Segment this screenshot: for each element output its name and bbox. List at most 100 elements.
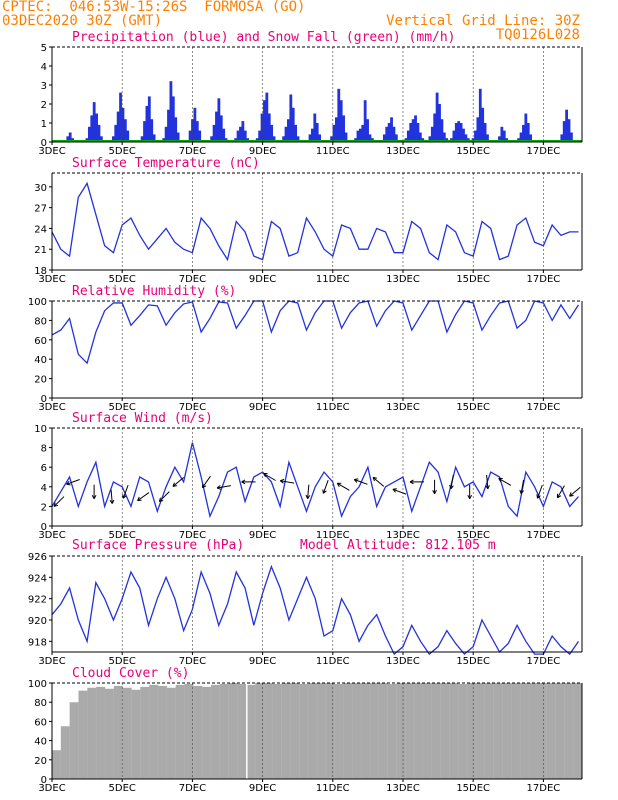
wind-arrow-head bbox=[536, 494, 538, 499]
wind-arrow-head bbox=[520, 490, 525, 495]
wind-arrow bbox=[432, 479, 437, 495]
pressure-title: Surface Pressure (hPa) bbox=[72, 538, 245, 553]
precip-bar bbox=[334, 117, 338, 142]
precip-bar bbox=[526, 123, 530, 142]
wind-arrow-head bbox=[322, 489, 324, 494]
precip-bar bbox=[188, 130, 192, 142]
temp-xtick-label: 7DEC bbox=[179, 274, 206, 285]
pressure-ytick-label: 920 bbox=[28, 616, 47, 627]
precip-bar bbox=[260, 113, 264, 142]
wind-arrow-shaft bbox=[337, 482, 350, 491]
rh-xtick-label: 13DEC bbox=[386, 402, 420, 413]
precip-xtick-label: 3DEC bbox=[38, 146, 65, 157]
rh-ytick-label: 60 bbox=[34, 336, 47, 347]
wind-arrow-head bbox=[93, 494, 97, 499]
precip-bar bbox=[114, 124, 118, 142]
wind-arrow bbox=[158, 491, 170, 503]
precip-bar bbox=[406, 130, 410, 142]
precip-bar bbox=[145, 105, 149, 142]
wind-arrow-head bbox=[280, 478, 285, 482]
wind-arrow bbox=[556, 485, 565, 499]
cloud-xtick-label: 7DEC bbox=[179, 783, 206, 794]
wind-arrow-head bbox=[392, 488, 397, 490]
temp-xtick-label: 13DEC bbox=[386, 274, 420, 285]
cloud-xtick-label: 3DEC bbox=[38, 783, 65, 794]
temp-ytick-label: 27 bbox=[34, 204, 47, 215]
cloud-ytick-label: 100 bbox=[28, 679, 47, 690]
wind-arrow bbox=[485, 474, 490, 490]
precip-bar bbox=[167, 109, 170, 142]
precip-bar bbox=[219, 115, 223, 142]
wind-arrow bbox=[263, 473, 276, 481]
wind-arrow bbox=[66, 479, 80, 486]
precip-bar bbox=[486, 134, 489, 142]
wind-arrow-shaft bbox=[263, 473, 276, 481]
precip-bar bbox=[394, 134, 398, 142]
precip-bar bbox=[409, 123, 413, 142]
precip-xtick-label: 17DEC bbox=[527, 146, 561, 157]
temp-series-line bbox=[51, 181, 579, 262]
pressure-annotation: Model Altitude: 812.105 m bbox=[300, 538, 496, 553]
precip-xtick-label: 15DEC bbox=[456, 146, 490, 157]
precip-bar bbox=[267, 113, 271, 142]
precip-bar bbox=[414, 115, 417, 142]
wind-arrow bbox=[53, 496, 65, 507]
wind-arrow-head bbox=[109, 499, 113, 504]
wind-arrow-head bbox=[323, 490, 327, 494]
wind-arrow bbox=[336, 482, 350, 491]
wind-arrow bbox=[122, 484, 129, 499]
rh-ytick-label: 100 bbox=[28, 297, 47, 308]
precip-bar bbox=[363, 100, 367, 142]
precip-bar bbox=[258, 130, 262, 142]
rh-xtick-label: 7DEC bbox=[179, 402, 206, 413]
precip-bar bbox=[476, 117, 480, 142]
header-code: TQ0126L028 bbox=[495, 27, 580, 43]
pressure-series-line bbox=[51, 564, 580, 656]
precip-bar bbox=[435, 92, 439, 142]
precip-bar bbox=[95, 113, 98, 142]
pressure-xtick-label: 17DEC bbox=[527, 656, 561, 667]
wind-arrow-head bbox=[122, 494, 124, 499]
wind-arrow-head bbox=[202, 485, 207, 489]
precip-ytick-label: 3 bbox=[41, 81, 47, 92]
wind-arrow-shaft bbox=[307, 484, 310, 499]
cloud-xtick-label: 17DEC bbox=[527, 783, 561, 794]
precip-bar bbox=[150, 119, 154, 142]
precip-bar bbox=[97, 124, 101, 142]
precip-bar bbox=[243, 130, 247, 142]
precip-bar bbox=[311, 128, 314, 142]
wind-arrow-shaft bbox=[217, 485, 231, 489]
wind-arrow bbox=[392, 488, 407, 495]
rh-xtick-label: 11DEC bbox=[316, 402, 350, 413]
precip-bar bbox=[272, 136, 276, 142]
wind-arrow bbox=[241, 479, 256, 485]
wind-arrow-shaft bbox=[66, 479, 80, 485]
precip-bar bbox=[433, 113, 437, 142]
precip-bar bbox=[392, 126, 396, 142]
cloud-panel: 3DEC 5DEC 7DEC 9DEC 11DEC 13DEC 15DEC 17DEC 0 20 4… bbox=[28, 679, 583, 794]
cloud-xtick-label: 13DEC bbox=[386, 783, 420, 794]
cloud-ytick-label: 40 bbox=[34, 737, 47, 748]
precip-bar bbox=[171, 96, 175, 142]
precip-bar bbox=[358, 128, 362, 142]
precip-bar bbox=[239, 126, 242, 142]
precip-bar bbox=[282, 136, 286, 142]
rh-xtick-label: 15DEC bbox=[456, 402, 490, 413]
wind-arrow-shaft bbox=[520, 479, 525, 494]
precip-title: Precipitation (blue) and Snow Fall (gree… bbox=[72, 30, 456, 45]
precip-bar bbox=[368, 134, 372, 142]
precip-bar bbox=[198, 130, 202, 142]
wind-arrow-shaft bbox=[53, 496, 65, 507]
wind-arrow-head bbox=[569, 492, 572, 497]
precip-bar bbox=[438, 104, 441, 142]
precip-bar bbox=[119, 92, 122, 142]
precip-bar bbox=[217, 98, 221, 142]
wind-ytick-label: 8 bbox=[41, 444, 47, 455]
rh-title: Relative Humidity (%) bbox=[72, 284, 237, 299]
precip-bar bbox=[339, 100, 343, 142]
precip-bar bbox=[147, 96, 151, 142]
cloud-ytick-label: 80 bbox=[34, 698, 47, 709]
wind-arrow-shaft bbox=[159, 491, 170, 502]
wind-arrow-shaft bbox=[569, 486, 581, 497]
